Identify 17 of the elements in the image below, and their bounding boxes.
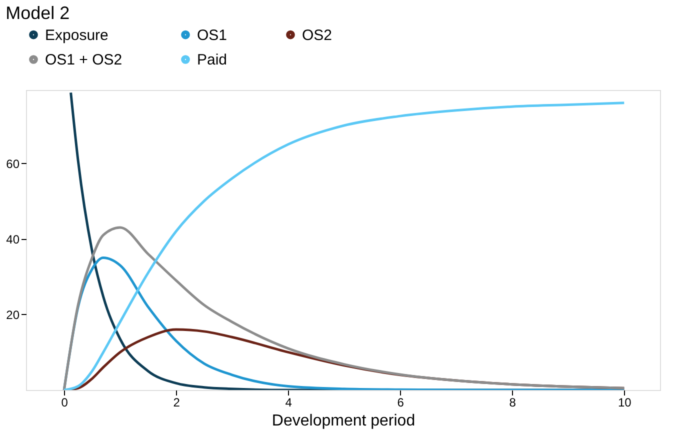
chart-title: Model 2 xyxy=(6,3,70,23)
y-tick-label: 60 xyxy=(6,156,20,171)
x-tick-label: 0 xyxy=(61,396,68,410)
x-tick-label: 8 xyxy=(509,396,516,410)
legend-label: Paid xyxy=(197,52,228,68)
y-tick-label: 40 xyxy=(6,232,20,246)
legend-label: OS2 xyxy=(302,26,332,44)
x-tick-label: 4 xyxy=(285,396,292,410)
legend-label: OS1 + OS2 xyxy=(45,52,122,68)
x-tick-label: 6 xyxy=(397,396,404,410)
legend-label: Exposure xyxy=(45,26,108,44)
line-series xyxy=(62,226,626,390)
x-axis-title: Development period xyxy=(272,412,416,430)
x-tick-label: 10 xyxy=(618,396,632,410)
legend-label: OS1 xyxy=(197,26,228,44)
y-tick-label: 20 xyxy=(6,308,20,322)
x-tick-label: 2 xyxy=(173,396,180,410)
